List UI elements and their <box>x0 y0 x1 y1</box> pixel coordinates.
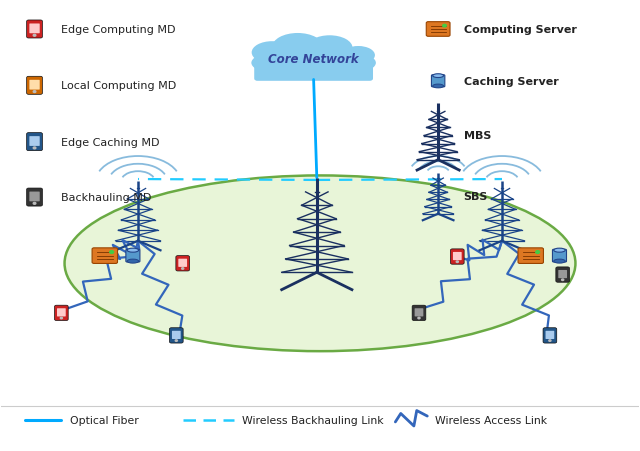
Circle shape <box>60 318 63 319</box>
Circle shape <box>536 251 540 254</box>
Text: Wireless Access Link: Wireless Access Link <box>435 415 547 425</box>
FancyBboxPatch shape <box>552 250 566 262</box>
Ellipse shape <box>65 176 575 351</box>
FancyBboxPatch shape <box>29 24 40 34</box>
Circle shape <box>182 268 184 270</box>
FancyBboxPatch shape <box>27 77 42 95</box>
FancyBboxPatch shape <box>29 137 40 147</box>
Text: Wireless Backhauling Link: Wireless Backhauling Link <box>242 415 384 425</box>
Circle shape <box>418 318 420 319</box>
FancyBboxPatch shape <box>543 328 557 343</box>
FancyBboxPatch shape <box>126 250 140 262</box>
FancyBboxPatch shape <box>172 331 180 339</box>
Ellipse shape <box>252 47 376 80</box>
FancyBboxPatch shape <box>27 133 42 152</box>
Circle shape <box>443 25 446 28</box>
Text: Computing Server: Computing Server <box>464 25 577 35</box>
FancyBboxPatch shape <box>170 328 183 343</box>
FancyBboxPatch shape <box>27 189 42 207</box>
FancyBboxPatch shape <box>29 81 40 90</box>
FancyBboxPatch shape <box>27 21 42 39</box>
Ellipse shape <box>433 74 444 78</box>
FancyBboxPatch shape <box>29 192 40 202</box>
Circle shape <box>561 279 564 281</box>
Ellipse shape <box>307 36 353 61</box>
FancyBboxPatch shape <box>92 249 118 264</box>
FancyBboxPatch shape <box>57 308 66 317</box>
FancyBboxPatch shape <box>179 259 187 267</box>
Ellipse shape <box>554 259 565 263</box>
FancyBboxPatch shape <box>415 308 424 317</box>
Text: SBS: SBS <box>464 191 488 201</box>
Ellipse shape <box>433 85 444 89</box>
FancyBboxPatch shape <box>556 267 570 283</box>
FancyBboxPatch shape <box>254 59 373 82</box>
Circle shape <box>33 147 36 150</box>
Ellipse shape <box>272 34 323 62</box>
Text: MBS: MBS <box>464 131 491 141</box>
Circle shape <box>175 340 177 341</box>
Text: Optical Fiber: Optical Fiber <box>70 415 138 425</box>
Text: Edge Computing MD: Edge Computing MD <box>61 25 176 35</box>
Text: Local Computing MD: Local Computing MD <box>61 81 177 91</box>
Circle shape <box>33 92 36 93</box>
Circle shape <box>549 340 551 341</box>
Ellipse shape <box>342 47 375 65</box>
Ellipse shape <box>127 259 139 263</box>
Text: Core Network: Core Network <box>268 53 359 66</box>
FancyBboxPatch shape <box>176 256 189 272</box>
Circle shape <box>33 35 36 37</box>
Text: Backhauling MD: Backhauling MD <box>61 193 152 202</box>
Circle shape <box>33 203 36 205</box>
FancyBboxPatch shape <box>412 305 426 321</box>
FancyBboxPatch shape <box>453 253 461 261</box>
FancyBboxPatch shape <box>558 270 567 279</box>
Ellipse shape <box>554 249 565 253</box>
Ellipse shape <box>127 249 139 253</box>
FancyBboxPatch shape <box>54 305 68 321</box>
FancyBboxPatch shape <box>431 76 445 87</box>
Ellipse shape <box>252 42 292 64</box>
FancyBboxPatch shape <box>518 249 543 264</box>
Text: Edge Caching MD: Edge Caching MD <box>61 138 160 147</box>
Circle shape <box>456 262 458 263</box>
Circle shape <box>109 251 114 254</box>
FancyBboxPatch shape <box>451 249 464 265</box>
FancyBboxPatch shape <box>426 23 450 37</box>
Text: Caching Server: Caching Server <box>464 77 559 87</box>
FancyBboxPatch shape <box>545 331 554 339</box>
